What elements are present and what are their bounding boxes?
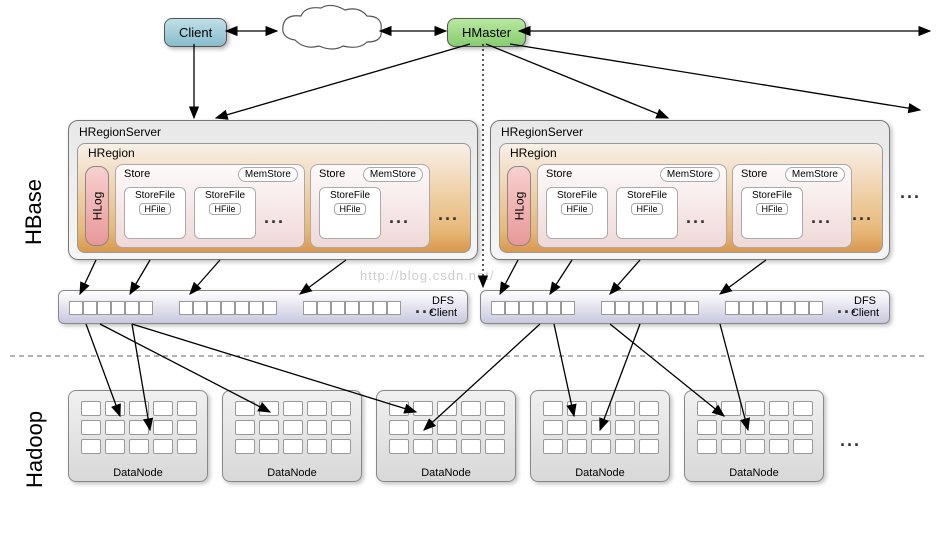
region-server: HRegionServerHRegionHLogStoreMemStoreSto… [490, 120, 890, 260]
datanode: DataNode [222, 390, 362, 482]
datanode: DataNode [68, 390, 208, 482]
client-node: Client [164, 18, 227, 47]
region-server: HRegionServerHRegionHLogStoreMemStoreSto… [68, 120, 478, 260]
datanode: DataNode [376, 390, 516, 482]
dfs-client: ...DFSClient [480, 290, 890, 324]
hmaster-node: HMaster [447, 18, 526, 47]
dfs-client: ...DFSClient [58, 290, 468, 324]
datanode: DataNode [684, 390, 824, 482]
datanode: DataNode [530, 390, 670, 482]
zookeeper-label: Zookeeper [298, 23, 360, 38]
